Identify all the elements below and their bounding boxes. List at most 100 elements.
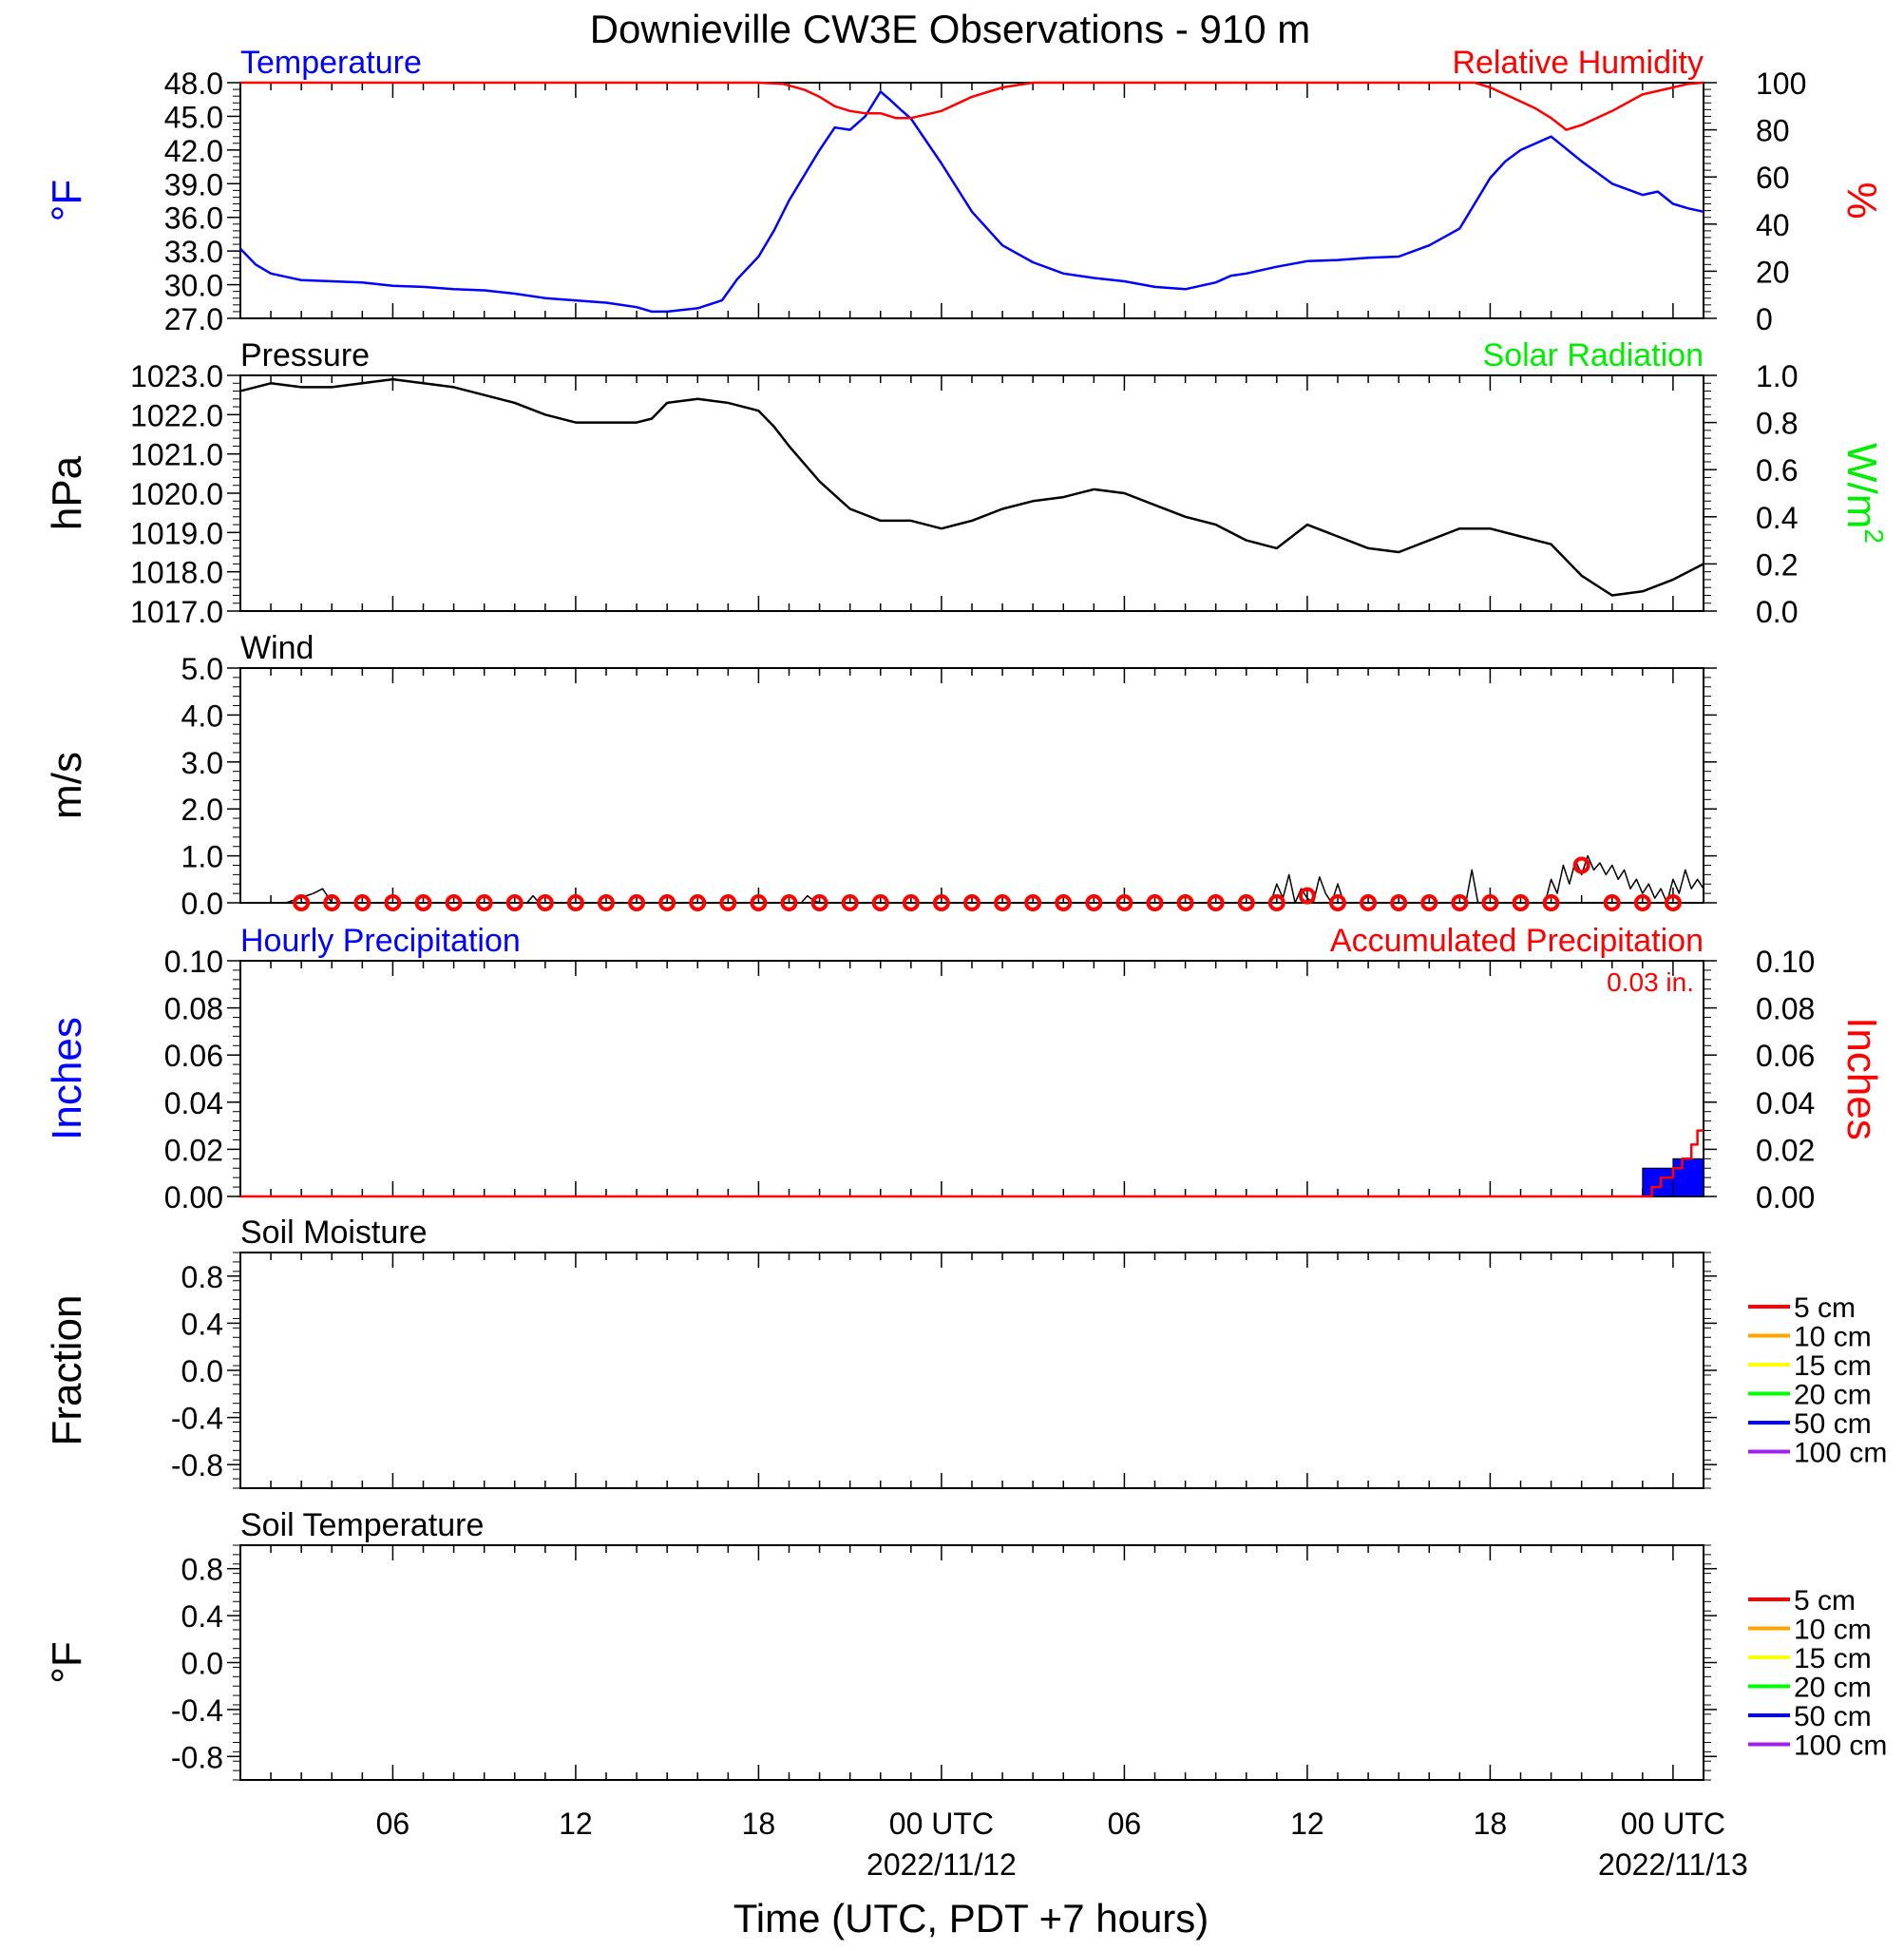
legend-label: 15 cm	[1794, 1350, 1872, 1382]
wind-marker	[1664, 894, 1682, 911]
y-tick-label-left: 3.0	[181, 746, 223, 780]
y-tick-label-left: 1022.0	[130, 398, 223, 432]
wind-marker	[1633, 894, 1651, 911]
wind-marker	[353, 894, 371, 911]
y-tick-label-right: 0.06	[1756, 1039, 1815, 1073]
panel-temperature-humidity: 48.045.042.039.036.033.030.027.0 100 80 60 4…	[44, 45, 1885, 336]
panel-title-left: Soil Temperature	[240, 1507, 484, 1543]
panel-title-right: Relative Humidity	[1452, 45, 1704, 81]
wind-marker	[871, 894, 889, 911]
y-tick-label-left: 4.0	[181, 698, 223, 733]
y-tick-label-left: 5.0	[181, 652, 223, 686]
wind-marker	[841, 894, 859, 911]
precip-bar	[1642, 1167, 1674, 1197]
legend-label: 20 cm	[1794, 1380, 1872, 1411]
y-tick-label-left: 2.0	[181, 793, 223, 827]
y-tick-label-left: 48.0	[164, 67, 223, 101]
wind-marker	[1481, 894, 1499, 911]
y-axis-label-right-text: Inches	[1838, 1017, 1885, 1140]
wind-marker	[445, 894, 463, 911]
y-tick-label-left: -0.4	[171, 1693, 223, 1728]
legend-label: 15 cm	[1794, 1643, 1872, 1674]
wind-marker	[1329, 894, 1346, 911]
y-tick-label-left: -0.8	[171, 1448, 223, 1482]
wind-marker	[384, 894, 402, 911]
y-axis-label-right-text: %	[1838, 182, 1885, 219]
y-tick-label-left: -0.8	[171, 1740, 223, 1774]
y-tick-label-right: 0.08	[1756, 992, 1815, 1026]
y-tick-label-left: -0.4	[171, 1402, 223, 1436]
x-tick-label: 00 UTC	[889, 1807, 994, 1841]
y-tick-label-left: 27.0	[164, 302, 223, 336]
wind-marker	[1420, 894, 1438, 911]
wind-marker	[1542, 894, 1560, 911]
y-axis-label-right: W/m2	[1838, 443, 1889, 544]
wind-marker	[1267, 894, 1285, 911]
y-tick-label-left: 0.0	[181, 1354, 223, 1388]
wind-marker	[1055, 894, 1073, 911]
x-tick-date-label: 2022/11/13	[1598, 1847, 1748, 1882]
wind-marker	[719, 894, 737, 911]
wind-marker	[1146, 894, 1164, 911]
wind-marker	[963, 894, 981, 911]
x-axis: 06 12 18 00 UTC 2022/11/12 06 12 18 00 UTC 2022/1…	[376, 1807, 1748, 1882]
legend-label: 5 cm	[1794, 1585, 1856, 1616]
panel-wind: 5.0 4.0 3.0 2.0 1.0 0.0 Wind m/s	[44, 630, 1717, 921]
y-tick-label-right: 0.4	[1756, 501, 1798, 535]
y-tick-label-left: 1021.0	[130, 438, 223, 472]
y-tick-label-right: 80	[1756, 114, 1790, 148]
wind-marker	[1298, 887, 1316, 905]
y-tick-label-right: 0.04	[1756, 1086, 1815, 1120]
x-tick-label: 12	[559, 1807, 593, 1841]
x-tick-label: 12	[1290, 1807, 1324, 1841]
wind-marker	[1360, 894, 1378, 911]
wind-marker	[932, 894, 950, 911]
y-tick-label-right: 0	[1756, 302, 1773, 336]
accumulated-total-label: 0.03 in.	[1607, 967, 1694, 997]
x-tick-date-label: 2022/11/12	[866, 1847, 1017, 1882]
wind-marker	[780, 894, 798, 911]
wind-marker	[293, 894, 311, 911]
y-tick-label-left: 0.4	[181, 1307, 223, 1341]
panel-title-right: Accumulated Precipitation	[1330, 923, 1704, 959]
y-axis-label-right: Inches	[1838, 1017, 1885, 1140]
legend-label: 100 cm	[1794, 1438, 1887, 1469]
y-tick-label-right: 100	[1756, 67, 1806, 101]
y-axis-label-right: %	[1838, 182, 1885, 219]
y-tick-label-left: 1020.0	[130, 477, 223, 511]
y-tick-label-right: 0.0	[1756, 595, 1798, 629]
wind-marker	[598, 894, 615, 911]
y-tick-label-left: 1017.0	[130, 595, 223, 629]
y-axis-label-left: hPa	[44, 455, 90, 530]
wind-marker	[475, 894, 493, 911]
x-tick-label: 18	[1474, 1807, 1508, 1841]
series-line-wind-speed	[240, 854, 1704, 904]
y-tick-label-left: 0.04	[164, 1086, 223, 1120]
panel-precipitation: 0.10 0.08 0.06 0.04 0.02 0.00 0.10 0.08 0.06 0.04…	[44, 923, 1885, 1215]
y-tick-label-right: 0.10	[1756, 945, 1815, 979]
wind-marker	[1115, 894, 1133, 911]
y-tick-label-left: 0.0	[181, 887, 223, 921]
wind-marker	[1451, 894, 1469, 911]
y-axis-label-right-superscript: 2	[1859, 528, 1889, 544]
y-axis-label-left: °F	[44, 1641, 90, 1683]
y-tick-label-left: 0.8	[181, 1553, 223, 1587]
wind-marker	[750, 894, 768, 911]
y-tick-label-right: 60	[1756, 161, 1790, 195]
wind-marker	[1603, 894, 1621, 911]
y-tick-label-left: 1019.0	[130, 516, 223, 550]
series-line-pressure	[239, 377, 1704, 597]
legend-label: 50 cm	[1794, 1408, 1872, 1440]
wind-marker	[323, 894, 341, 911]
legend-label: 5 cm	[1794, 1292, 1856, 1324]
panel-title-left: Temperature	[240, 45, 422, 81]
wind-marker	[628, 894, 646, 911]
panel-soil-moisture: 0.8 0.4 0.0 -0.4 -0.8 Soil Moisture Fraction 5 …	[44, 1215, 1887, 1489]
wind-marker	[658, 894, 676, 911]
y-tick-label-right: 0.6	[1756, 453, 1798, 488]
series-line-accumulated-precipitation	[240, 1129, 1704, 1198]
precip-bar	[1672, 1157, 1704, 1197]
y-axis-label-left: m/s	[44, 752, 90, 819]
